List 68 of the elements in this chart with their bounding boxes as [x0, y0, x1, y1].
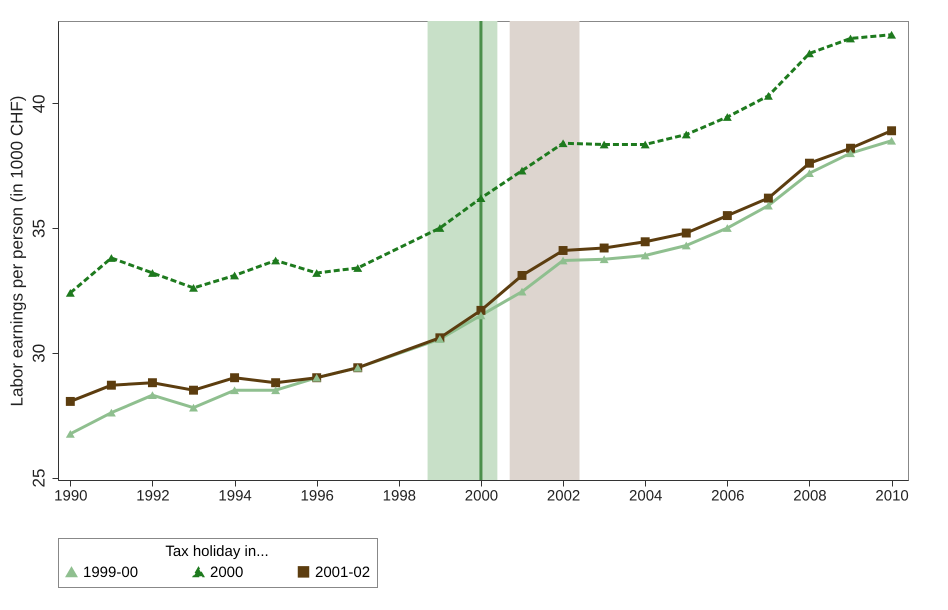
x-tick-label: 2002: [546, 488, 580, 504]
point: [66, 289, 75, 297]
point: [189, 404, 198, 412]
point: [148, 378, 157, 388]
x-tick-label: 2006: [711, 488, 745, 504]
point: [189, 284, 198, 292]
point: [558, 139, 568, 148]
x-tick-label: 1990: [54, 488, 88, 504]
point: [600, 140, 609, 148]
point: [804, 158, 814, 168]
x-tick-label: 1998: [382, 488, 416, 504]
x-tick-label: 1994: [218, 488, 252, 504]
point: [230, 373, 240, 382]
point: [682, 130, 691, 138]
point: [312, 269, 322, 277]
point: [764, 92, 773, 100]
point: [518, 288, 526, 296]
x-tick-label: 2010: [875, 488, 909, 504]
point: [722, 224, 732, 232]
point: [600, 244, 609, 252]
y-tick-label: 30: [30, 344, 48, 363]
point: [846, 34, 855, 42]
point: [230, 272, 240, 280]
point: [148, 391, 157, 400]
point: [640, 140, 650, 148]
x-tick-label: 1996: [300, 488, 334, 504]
point: [518, 270, 526, 280]
point: [887, 126, 896, 136]
point: [887, 136, 896, 145]
point: [476, 194, 486, 202]
point: [640, 237, 650, 246]
point: [722, 113, 732, 121]
point: [640, 252, 650, 260]
point: [106, 380, 116, 390]
point: [846, 149, 855, 158]
point: [148, 269, 157, 277]
x-tick-label: 2004: [629, 488, 662, 504]
point: [435, 224, 444, 232]
point: [271, 386, 280, 394]
point: [682, 228, 691, 238]
legend-label: 1999-00: [83, 564, 138, 582]
point: [887, 30, 896, 39]
legend-title: Tax holiday in...: [165, 543, 269, 560]
y-tick-label: 40: [30, 94, 48, 114]
point: [764, 202, 773, 210]
legend-label: 2001-02: [315, 564, 370, 581]
point: [66, 396, 75, 406]
y-axis-title: Labor earnings per person (in 1000 CHF): [8, 96, 26, 406]
point: [476, 306, 486, 315]
point: [476, 311, 486, 320]
point: [230, 386, 240, 394]
x-tick-label: 2000: [464, 488, 498, 504]
legend-label: 2000: [210, 564, 244, 582]
point: [271, 256, 280, 264]
y-tick-label: 25: [30, 468, 48, 488]
point: [600, 255, 609, 264]
point: [66, 430, 75, 438]
point: [106, 408, 116, 417]
x-tick-label: 1992: [136, 488, 170, 504]
y-tick-label: 35: [30, 219, 48, 238]
point: [353, 264, 362, 272]
point: [722, 211, 732, 220]
point: [189, 386, 198, 395]
point: [558, 246, 568, 255]
x-tick-label: 2008: [793, 488, 827, 504]
point: [764, 194, 773, 203]
point: [271, 378, 280, 388]
point: [682, 242, 691, 250]
